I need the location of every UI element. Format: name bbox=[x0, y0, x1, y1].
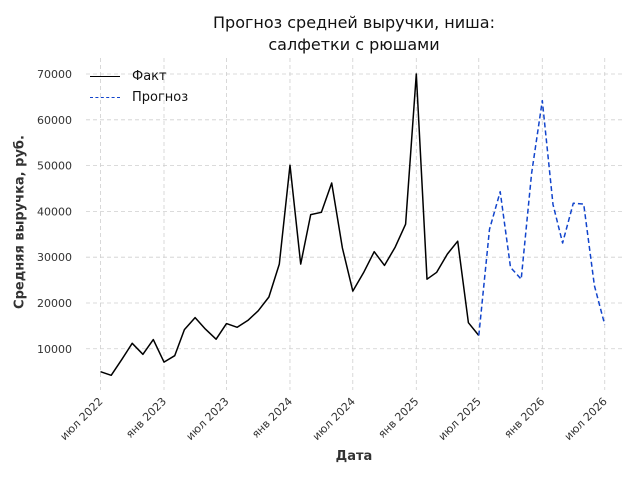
legend: Факт Прогноз bbox=[90, 66, 188, 108]
y-tick-label: 60000 bbox=[37, 114, 72, 127]
series-line-forecast bbox=[478, 99, 606, 336]
x-tick-label: янв 2025 bbox=[376, 395, 422, 441]
chart-title-line-1: Прогноз средней выручки, ниша: bbox=[213, 13, 495, 32]
y-tick-label: 40000 bbox=[37, 205, 72, 218]
y-axis-label: Средняя выручка, руб. bbox=[12, 135, 28, 309]
x-tick-label: янв 2023 bbox=[123, 395, 169, 441]
legend-swatch-solid bbox=[90, 76, 120, 77]
legend-item-fact: Факт bbox=[90, 66, 188, 87]
series-lines bbox=[100, 73, 606, 377]
x-tick-label: янв 2026 bbox=[502, 395, 548, 441]
legend-label-forecast: Прогноз bbox=[132, 90, 189, 105]
x-tick-label: янв 2024 bbox=[249, 395, 295, 441]
x-tick-label: июл 2022 bbox=[58, 395, 106, 443]
x-axis-ticks: июл 2022 янв 2023 июл 2023 янв 2024 июл 2024… bbox=[58, 395, 610, 443]
legend-label-fact: Факт bbox=[132, 69, 167, 84]
x-axis-label: Дата bbox=[335, 449, 373, 464]
y-axis-ticks: 10000 20000 30000 40000 50000 60000 70000 bbox=[37, 68, 72, 356]
chart-title-line-2: салфетки с рюшами bbox=[268, 35, 440, 54]
y-tick-label: 10000 bbox=[37, 343, 72, 356]
legend-item-forecast: Прогноз bbox=[90, 87, 188, 108]
x-tick-label: июл 2024 bbox=[310, 395, 358, 443]
legend-swatch-dashed bbox=[90, 97, 120, 98]
x-tick-label: июл 2026 bbox=[562, 395, 610, 443]
x-tick-label: июл 2025 bbox=[436, 395, 484, 443]
y-tick-label: 50000 bbox=[37, 160, 72, 173]
y-tick-label: 30000 bbox=[37, 251, 72, 264]
x-tick-label: июл 2023 bbox=[184, 395, 232, 443]
y-tick-label: 70000 bbox=[37, 68, 72, 81]
series-line-fact bbox=[100, 73, 480, 377]
y-tick-label: 20000 bbox=[37, 297, 72, 310]
